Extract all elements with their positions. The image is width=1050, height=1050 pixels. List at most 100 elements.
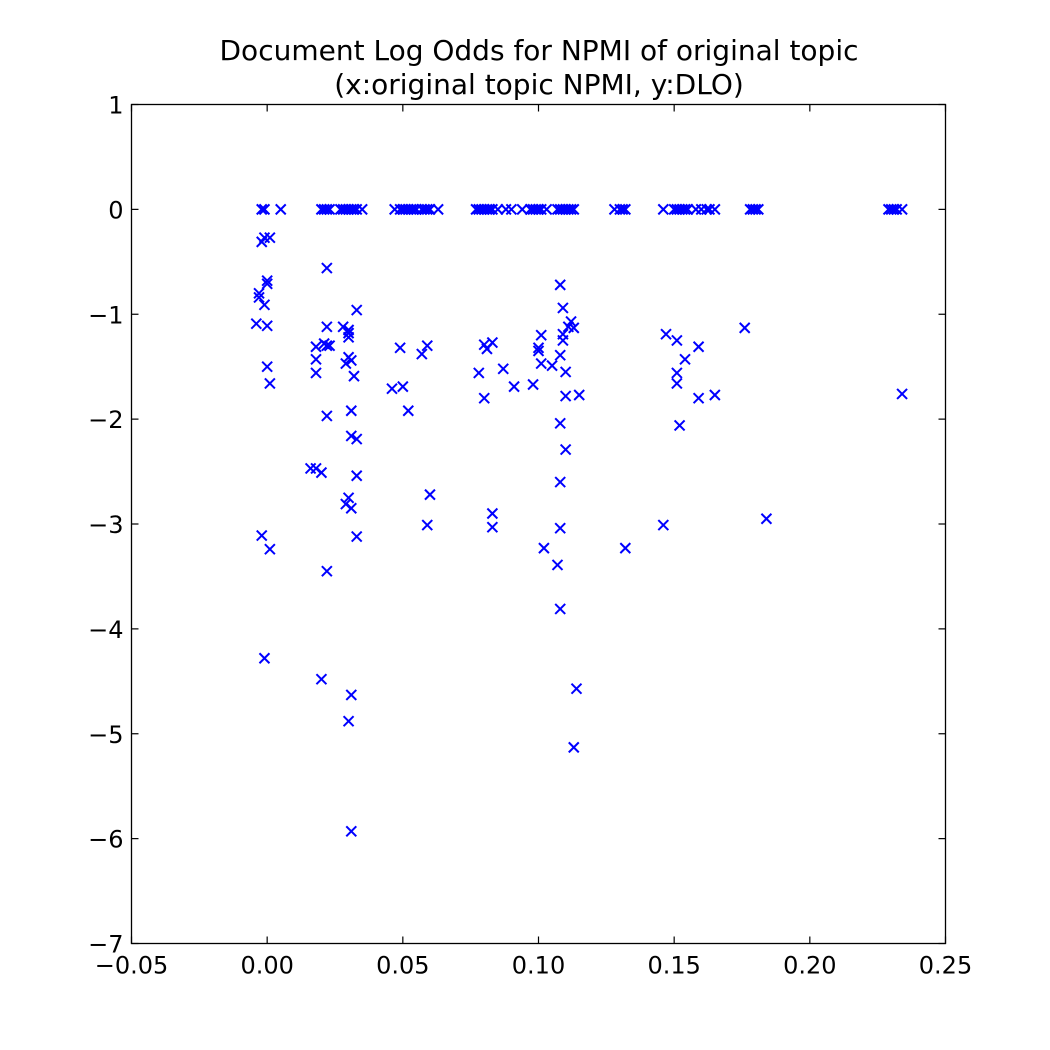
data-point — [424, 488, 436, 501]
data-point — [350, 530, 363, 543]
data-point — [500, 203, 512, 216]
data-point — [345, 502, 357, 514]
data-points — [250, 203, 908, 837]
data-point — [673, 419, 686, 432]
data-point — [692, 392, 705, 404]
data-point — [532, 342, 545, 354]
data-point — [492, 203, 504, 216]
data-point — [679, 203, 691, 216]
data-point — [258, 652, 271, 664]
x-tick-label: 0.05 — [376, 952, 429, 980]
data-point — [321, 565, 333, 577]
y-tick-label: −7 — [88, 931, 123, 959]
data-point — [256, 203, 268, 216]
data-point — [407, 203, 420, 216]
data-point — [345, 405, 357, 417]
data-point — [321, 410, 333, 422]
data-point — [565, 203, 577, 216]
data-point — [568, 741, 580, 754]
data-point — [345, 689, 357, 701]
data-point — [350, 470, 363, 482]
data-point — [416, 348, 428, 360]
data-point — [323, 340, 336, 352]
data-point — [709, 389, 721, 401]
data-point — [546, 359, 558, 372]
data-point — [657, 519, 670, 531]
x-tick-label: 0.25 — [919, 952, 972, 980]
data-point — [345, 430, 357, 442]
data-point — [340, 357, 352, 370]
data-point — [342, 715, 355, 727]
data-point — [532, 345, 545, 357]
data-point — [323, 203, 336, 216]
data-point — [551, 559, 564, 571]
data-point — [310, 367, 322, 379]
data-point — [692, 341, 705, 353]
data-point — [527, 378, 539, 391]
data-point — [421, 203, 433, 216]
data-point — [315, 466, 328, 479]
data-point — [535, 357, 547, 370]
y-tick-label: −5 — [88, 721, 123, 749]
y-tick-label: 0 — [108, 196, 123, 224]
data-point — [356, 203, 368, 216]
data-point — [739, 322, 751, 334]
data-point — [478, 392, 490, 404]
data-point — [321, 340, 333, 352]
data-point — [264, 231, 276, 244]
axis-ticks: −0.05 0.00 0.05 0.10 0.15 0.20 0.25 1 0 −1 −2 −3 −4 −… — [88, 92, 972, 980]
data-point — [554, 522, 566, 534]
data-point — [568, 203, 580, 216]
chart-title: Document Log Odds for NPMI of original t… — [220, 34, 859, 67]
data-point — [671, 334, 683, 347]
data-point — [516, 203, 528, 216]
data-point — [619, 203, 632, 216]
data-point — [264, 377, 276, 390]
data-point — [342, 327, 355, 339]
data-point — [619, 542, 632, 554]
data-point — [402, 405, 414, 417]
y-tick-label: −2 — [88, 406, 123, 434]
data-point — [701, 203, 713, 216]
data-point — [258, 299, 271, 311]
data-point — [540, 203, 553, 216]
data-point — [657, 203, 670, 216]
data-point — [321, 203, 333, 216]
data-point — [752, 203, 764, 216]
x-tick-label: 0.20 — [783, 952, 836, 980]
data-point — [345, 825, 357, 837]
y-tick-label: 1 — [108, 92, 123, 120]
data-point — [256, 529, 268, 542]
data-point — [671, 377, 683, 390]
data-point — [473, 367, 485, 379]
data-point — [483, 203, 496, 216]
data-point — [749, 203, 762, 216]
data-point — [258, 231, 271, 244]
plot-area — [130, 103, 947, 945]
data-point — [250, 317, 263, 330]
data-point — [559, 390, 572, 402]
data-point — [350, 433, 363, 445]
data-point — [554, 279, 566, 291]
data-point — [424, 203, 436, 216]
data-point — [554, 417, 566, 430]
y-tick-label: −1 — [88, 301, 123, 329]
data-point — [679, 353, 691, 366]
data-point — [568, 322, 580, 334]
data-point — [261, 278, 273, 290]
data-point — [508, 380, 520, 393]
data-point — [397, 380, 409, 393]
x-tick-label: −0.05 — [95, 952, 169, 980]
data-point — [682, 203, 694, 216]
data-point — [486, 336, 499, 349]
data-point — [660, 328, 672, 340]
data-point — [310, 353, 322, 366]
y-tick-label: −3 — [88, 511, 123, 539]
data-point — [253, 291, 265, 304]
data-point — [345, 354, 357, 367]
data-point — [261, 320, 273, 332]
data-point — [350, 304, 363, 316]
data-point — [559, 366, 572, 378]
data-point — [896, 203, 908, 216]
